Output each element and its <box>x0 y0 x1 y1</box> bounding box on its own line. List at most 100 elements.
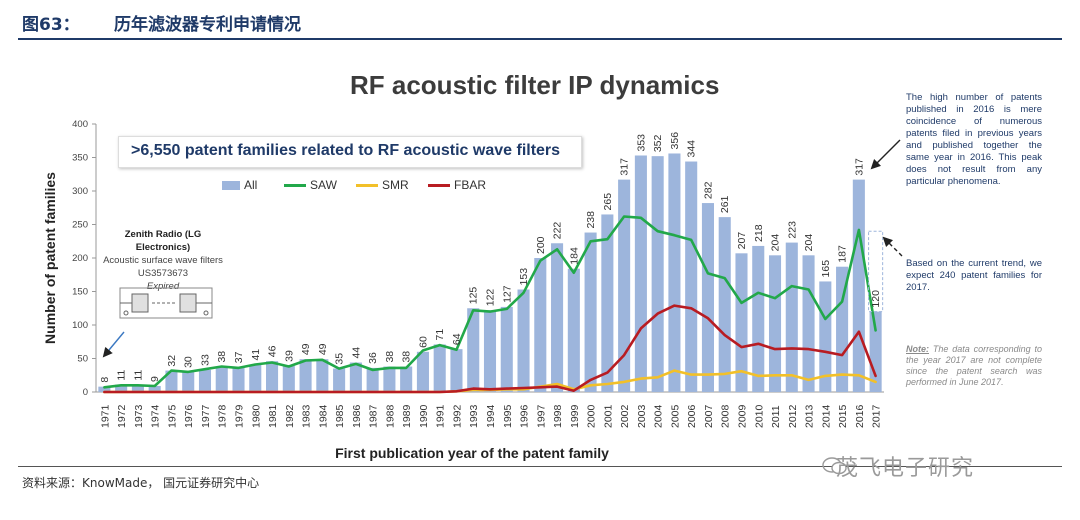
x-tick-label-1997: 1997 <box>535 404 547 428</box>
data-label-2008: 261 <box>719 195 731 213</box>
line-fbar <box>103 304 877 394</box>
data-label-2010: 218 <box>753 224 765 242</box>
legend-swatch-all <box>222 181 240 191</box>
bar-all-1985 <box>333 368 346 392</box>
data-label-1986: 44 <box>350 347 362 359</box>
x-tick-label-2014: 2014 <box>820 404 832 428</box>
data-label-1978: 38 <box>216 351 228 363</box>
data-label-1974: 9 <box>149 376 161 382</box>
bar-all-1990 <box>416 351 429 392</box>
data-label-2007: 282 <box>702 181 714 199</box>
bar-all-1983 <box>299 359 312 392</box>
data-label-1980: 41 <box>250 349 262 361</box>
y-tick-label: 250 <box>72 220 88 231</box>
bar-all-1976 <box>182 371 195 392</box>
note-head: Note: <box>906 344 929 354</box>
zenith-callout: Zenith Radio (LG Electronics) Acoustic s… <box>98 228 228 293</box>
bar-all-1978 <box>215 366 228 392</box>
bar-all-1992 <box>450 349 463 392</box>
x-axis-label: First publication year of the patent fam… <box>335 445 609 461</box>
legend-label-saw: SAW <box>310 178 337 192</box>
data-label-1975: 32 <box>166 355 178 367</box>
y-tick-label: 300 <box>72 186 88 197</box>
bar-all-1977 <box>198 369 212 392</box>
legend-swatch-fbar <box>428 184 450 188</box>
x-tick-label-1977: 1977 <box>200 404 212 428</box>
data-label-1973: 11 <box>132 370 144 381</box>
y-tick-label: 150 <box>72 287 88 298</box>
data-label-2014: 165 <box>820 260 832 278</box>
legend-item-all: All <box>222 178 257 192</box>
legend-swatch-saw <box>284 184 306 188</box>
x-tick-label-1981: 1981 <box>267 404 279 428</box>
data-label-2001: 265 <box>602 193 614 211</box>
legend-item-smr: SMR <box>356 178 409 192</box>
wechat-icon <box>822 457 847 475</box>
data-label-1991: 71 <box>434 329 446 341</box>
data-label-1994: 122 <box>485 289 497 307</box>
x-tick-label-1983: 1983 <box>301 404 313 428</box>
x-tick-label-1976: 1976 <box>183 404 195 428</box>
arrow-zenith <box>102 331 125 358</box>
x-tick-label-1996: 1996 <box>519 404 531 428</box>
footer-rule <box>18 466 1062 467</box>
bar-all-1989 <box>400 366 413 392</box>
bar-all-1982 <box>282 365 295 392</box>
figure-label: 图63： <box>22 15 80 35</box>
data-label-1999: 184 <box>568 247 580 265</box>
x-tick-label-1986: 1986 <box>351 404 363 428</box>
bar-all-2007 <box>701 203 714 392</box>
legend-label-fbar: FBAR <box>454 178 487 192</box>
data-label-1982: 39 <box>283 350 295 362</box>
data-label-1987: 36 <box>367 352 379 364</box>
x-tick-label-2005: 2005 <box>669 404 681 428</box>
x-tick-label-1971: 1971 <box>99 404 111 428</box>
x-tick-label-1978: 1978 <box>217 404 229 428</box>
bar-all-1999 <box>567 268 580 392</box>
x-tick-label-1980: 1980 <box>250 404 262 428</box>
x-tick-label-2009: 2009 <box>736 404 748 428</box>
data-label-2011: 204 <box>770 234 782 252</box>
bar-all-1994 <box>483 310 497 392</box>
x-tick-label-1987: 1987 <box>368 404 380 428</box>
bar-all-1972 <box>115 384 128 392</box>
x-tick-label-1991: 1991 <box>435 404 447 428</box>
note-2016-peak: The high number of patents published in … <box>906 92 1042 187</box>
callout-line3: Expired <box>146 281 180 292</box>
y-tick-label: 0 <box>83 387 88 398</box>
legend-swatch-smr <box>356 184 378 188</box>
bar-all-2008 <box>718 217 731 392</box>
x-tick-label-1993: 1993 <box>468 404 480 428</box>
figure-caption: 历年滤波器专利申请情况 <box>114 15 301 35</box>
callout-line1: Acoustic surface wave filters <box>103 255 223 266</box>
x-tick-label-2004: 2004 <box>653 404 665 428</box>
x-tick-label-2017: 2017 <box>871 404 883 428</box>
bar-all-2005 <box>668 153 681 392</box>
bar-all-1988 <box>383 366 396 392</box>
data-label-1989: 38 <box>401 351 413 363</box>
x-tick-label-1973: 1973 <box>133 404 145 428</box>
bar-all-2002 <box>618 179 631 392</box>
x-tick-label-1974: 1974 <box>150 404 162 428</box>
figure-header: 图63： 历年滤波器专利申请情况 <box>18 4 1062 40</box>
x-tick-label-1999: 1999 <box>569 404 581 428</box>
bar-all-1979 <box>232 367 245 392</box>
x-tick-label-2007: 2007 <box>703 404 715 428</box>
x-tick-label-2006: 2006 <box>686 404 698 428</box>
x-tick-label-1975: 1975 <box>166 404 178 428</box>
headline-text: >6,550 patent families related to RF aco… <box>131 142 561 159</box>
x-tick-label-1972: 1972 <box>116 404 128 428</box>
x-tick-label-1979: 1979 <box>234 404 246 428</box>
bar-all-1993 <box>467 308 480 392</box>
x-tick-label-1994: 1994 <box>485 404 497 428</box>
bar-all-1991 <box>433 344 446 392</box>
arrow-note-2017 <box>882 236 903 257</box>
legend-label-all: All <box>244 178 258 192</box>
x-tick-label-2016: 2016 <box>854 404 866 428</box>
bar-all-2011 <box>768 255 782 392</box>
expected-2017-box <box>868 230 884 313</box>
x-tick-label-2015: 2015 <box>837 404 849 428</box>
data-label-1990: 60 <box>417 336 429 348</box>
bar-all-1980 <box>249 364 262 392</box>
x-tick-label-2000: 2000 <box>586 404 598 428</box>
